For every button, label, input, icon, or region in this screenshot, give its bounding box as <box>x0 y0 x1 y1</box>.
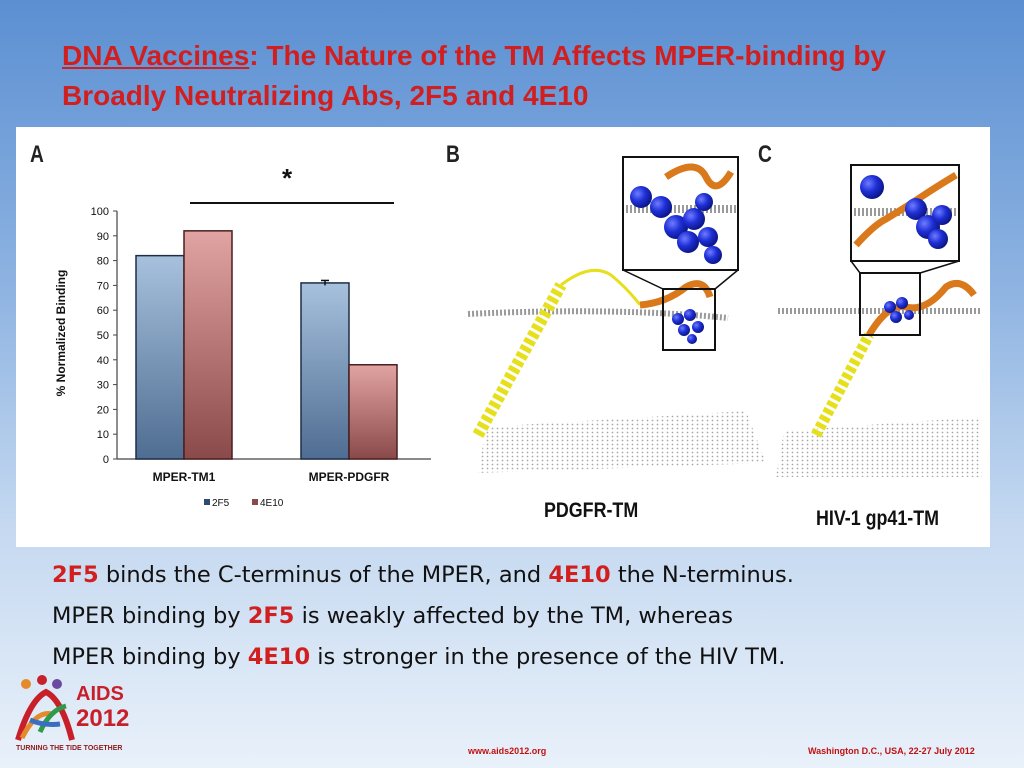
bar-2f5-mper-tm1 <box>135 254 185 460</box>
panel-c-letter: C <box>758 141 772 168</box>
caption-antibody-4e10: 4E10 <box>548 562 611 588</box>
panel-a-letter: A <box>30 141 44 168</box>
ribbon-figures-icon <box>15 675 75 741</box>
gp41-small-spheres <box>884 297 914 323</box>
gp41-zoom-connector-left <box>850 260 861 274</box>
pdgfr-small-spheres <box>672 309 704 344</box>
pdgfr-tm-helix <box>472 282 567 438</box>
y-tick-label: 20 <box>97 404 109 416</box>
y-tick-label: 70 <box>97 280 109 292</box>
caption-text: 2F5 binds the C-terminus of the MPER, an… <box>52 555 1002 678</box>
bar-chart: % Normalized Binding 0 10 20 30 40 50 60 70 80 90… <box>54 163 431 509</box>
figure-panel: A B C % Normalized Binding <box>16 127 990 547</box>
y-axis-label: % Normalized Binding <box>54 270 68 397</box>
legend-label-2f5: 2F5 <box>212 498 230 509</box>
footer-location: Washington D.C., USA, 22-27 July 2012 <box>808 746 975 756</box>
logo-tagline: TURNING THE TIDE TOGETHER <box>16 745 122 752</box>
pdgfr-zoom-spheres <box>630 186 722 264</box>
gp41-zoom-connector-right <box>919 260 960 274</box>
bar-2f5-mper-pdgfr <box>300 282 350 460</box>
caption-antibody-2f5: 2F5 <box>52 562 99 588</box>
caption-text-segment: binds the C-terminus of the MPER, and <box>98 562 549 588</box>
gp41-structure-render <box>776 164 982 477</box>
gp41-tm-helix <box>811 332 874 438</box>
significance-star: * <box>282 163 293 193</box>
title-underlined: DNA Vaccines <box>62 40 250 71</box>
gp41-caption: HIV-1 gp41-TM <box>816 507 939 530</box>
caption-text-segment: is stronger in the presence of the HIV T… <box>310 644 786 670</box>
pdgfr-membrane-line <box>467 308 729 321</box>
caption-antibody-2f5: 2F5 <box>247 603 295 629</box>
y-tick-label: 80 <box>97 256 109 268</box>
logo-aids-text: AIDS <box>76 683 124 705</box>
pdgfr-structure-render <box>467 156 766 473</box>
pdgfr-zoom-small-box <box>662 288 716 351</box>
legend-swatch-4e10 <box>252 499 258 505</box>
x-category-label: MPER-TM1 <box>153 470 216 484</box>
caption-text-segment: MPER binding by <box>52 603 248 629</box>
y-tick-label: 30 <box>97 380 109 392</box>
logo-year-text: 2012 <box>76 705 129 732</box>
y-tick-label: 10 <box>97 429 109 441</box>
pdgfr-caption: PDGFR-TM <box>544 499 639 522</box>
pdgfr-zoom-connector-left <box>622 269 664 290</box>
figure-svg: % Normalized Binding 0 10 20 30 40 50 60 70 80 90… <box>54 156 982 509</box>
pdgfr-linker <box>560 268 642 306</box>
caption-text-segment: MPER binding by <box>52 644 248 670</box>
bar-4e10-mper-pdgfr <box>348 364 398 460</box>
pdgfr-zoom-connector-right <box>714 269 739 290</box>
aids-2012-logo: AIDS 2012 TURNING THE TIDE TOGETHER <box>15 675 129 752</box>
slide-title: DNA Vaccines: The Nature of the TM Affec… <box>62 36 962 116</box>
caption-line-2: MPER binding by 2F5 is weakly affected b… <box>52 596 1002 637</box>
caption-text-segment: is weakly affected by the TM, whereas <box>294 603 734 629</box>
caption-line-3: MPER binding by 4E10 is stronger in the … <box>52 637 1002 678</box>
caption-line-1: 2F5 binds the C-terminus of the MPER, an… <box>52 555 1002 596</box>
gp41-lower-membrane <box>776 417 982 477</box>
y-tick-label: 60 <box>97 305 109 317</box>
panel-b-letter: B <box>446 141 460 168</box>
y-tick-label: 100 <box>91 206 109 218</box>
gp41-zoom-spheres <box>860 175 952 249</box>
legend-swatch-2f5 <box>204 499 210 505</box>
gp41-zoom-helix <box>853 171 958 248</box>
y-tick-label: 0 <box>103 454 109 466</box>
caption-text-segment: the N-terminus. <box>610 562 794 588</box>
pdgfr-lower-membrane <box>478 411 766 473</box>
caption-antibody-4e10: 4E10 <box>247 644 311 670</box>
gp41-zoom-small-box <box>859 272 921 336</box>
x-category-label: MPER-PDGFR <box>309 470 390 484</box>
pdgfr-mper-helix <box>639 280 714 309</box>
title-rest: : The Nature of the TM Affects MPER-bind… <box>62 40 887 111</box>
footer-url[interactable]: www.aids2012.org <box>468 746 547 756</box>
y-tick-label: 40 <box>97 355 109 367</box>
pdgfr-zoom-helix <box>664 163 735 190</box>
y-tick-label: 50 <box>97 330 109 342</box>
legend-label-4e10: 4E10 <box>260 498 284 509</box>
y-tick-label: 90 <box>97 231 109 243</box>
bar-4e10-mper-tm1 <box>183 230 233 460</box>
